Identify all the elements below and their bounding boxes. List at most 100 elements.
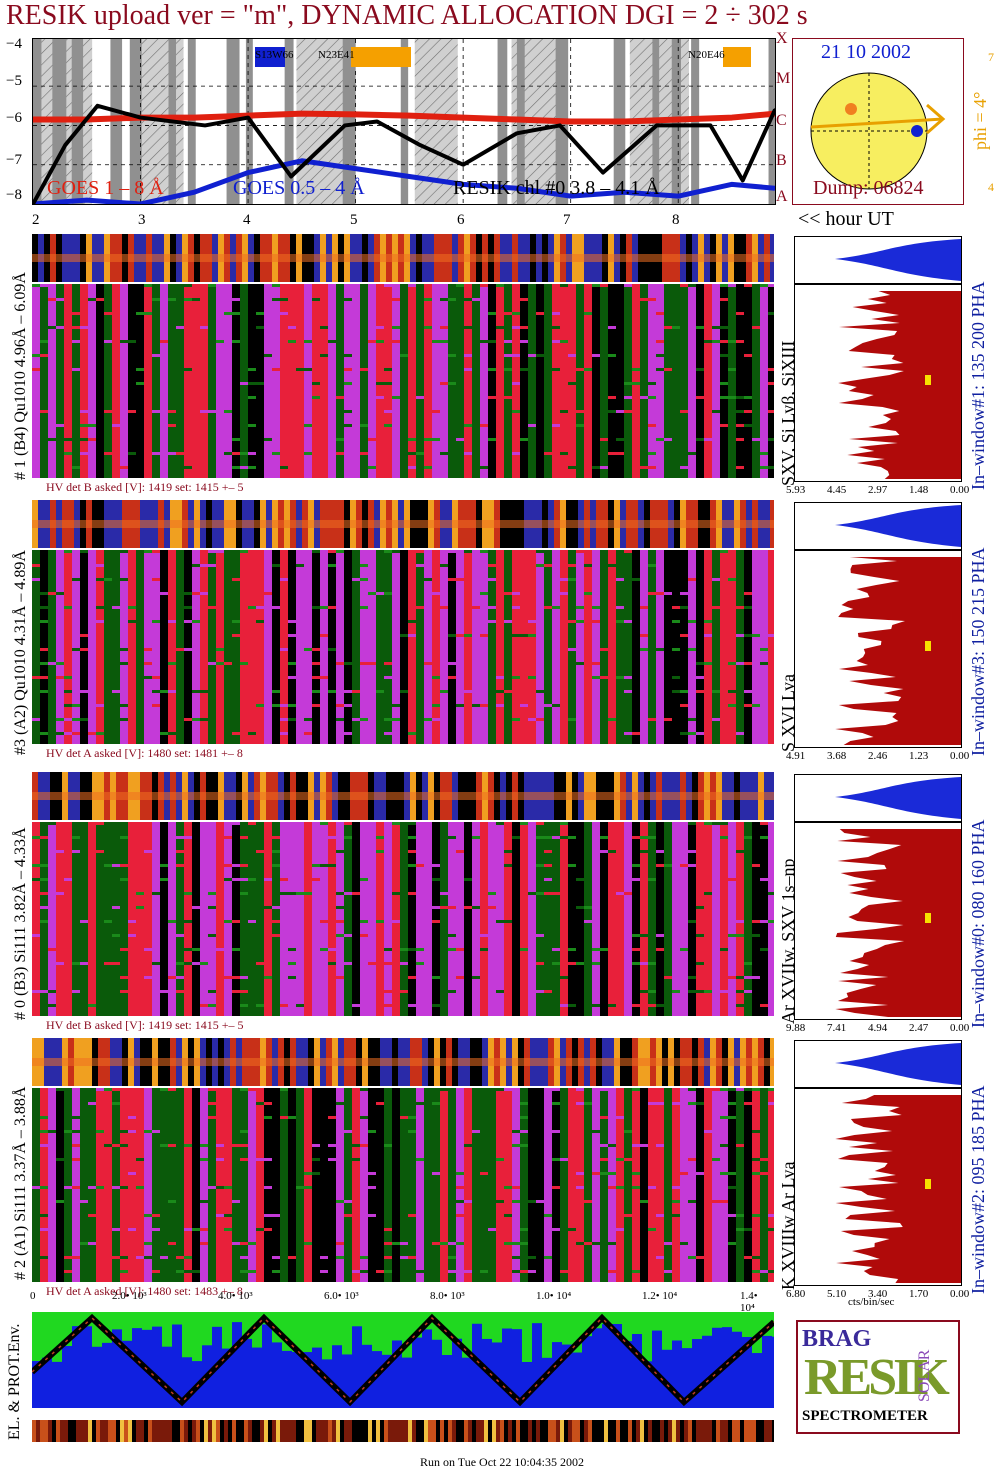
spec-streak	[384, 1256, 392, 1259]
channel-window-label: In–window#0: 080 160 PHA	[968, 819, 988, 1028]
spec-streak	[688, 1102, 696, 1105]
spec-streak	[128, 410, 136, 413]
spec-streak	[416, 550, 424, 553]
spec-streak	[688, 704, 696, 707]
spec-streak	[368, 312, 376, 315]
spec-streak	[528, 326, 536, 329]
strip-cell	[468, 1420, 472, 1442]
spec-streak	[656, 438, 664, 441]
spec-streak	[392, 368, 400, 371]
saa-bar	[342, 39, 356, 204]
spec-streak	[680, 634, 688, 637]
spec-column	[336, 284, 344, 478]
spec-streak	[464, 648, 472, 651]
spec-streak	[720, 1116, 728, 1119]
spec-column	[632, 550, 640, 744]
saa-bar	[129, 39, 142, 204]
spec-streak	[344, 892, 352, 895]
spec-streak	[376, 396, 384, 399]
spec-streak	[720, 1256, 728, 1259]
spec-streak	[312, 298, 320, 301]
spec-streak	[320, 634, 328, 637]
spec-streak	[368, 1214, 376, 1217]
strip-cell	[540, 1420, 544, 1442]
spec-streak	[176, 564, 184, 567]
spec-streak	[704, 990, 712, 993]
spec-streak	[712, 326, 720, 329]
x-tick: 4	[243, 212, 251, 228]
spec-column	[672, 550, 680, 744]
spec-column	[600, 1088, 608, 1282]
env-green-band	[322, 1312, 332, 1360]
spec-streak	[40, 410, 48, 413]
spec-streak	[416, 564, 424, 567]
spec-streak	[600, 1172, 608, 1175]
spec-streak	[200, 822, 208, 825]
spec-column	[752, 284, 760, 478]
strip-cell	[256, 1420, 260, 1442]
spec-column	[728, 1088, 736, 1282]
spec-streak	[504, 864, 512, 867]
spec-streak	[256, 1004, 264, 1007]
spec-streak	[512, 606, 520, 609]
spec-streak	[256, 312, 264, 315]
spec-column	[696, 822, 704, 1016]
spec-column	[168, 284, 176, 478]
spec-streak	[216, 466, 224, 469]
spec-streak	[600, 1102, 608, 1105]
hist-tick: 0.00	[950, 484, 970, 496]
spec-column	[656, 822, 664, 1016]
spec-streak	[552, 892, 560, 895]
spec-streak	[128, 634, 136, 637]
spec-streak	[288, 676, 296, 679]
spec-column	[408, 284, 416, 478]
spec-streak	[32, 354, 40, 357]
spec-column	[112, 284, 120, 478]
spec-streak	[328, 564, 336, 567]
strip-cell	[120, 1420, 124, 1442]
data-point	[289, 175, 293, 178]
spec-streak	[624, 620, 632, 623]
spec-column	[568, 284, 576, 478]
spec-streak	[504, 592, 512, 595]
spec-streak	[232, 732, 240, 735]
spec-streak	[768, 312, 774, 315]
spec-column	[264, 284, 272, 478]
spec-streak	[536, 690, 544, 693]
spec-streak	[712, 410, 720, 413]
spec-streak	[448, 1200, 456, 1203]
env-green-band	[612, 1312, 622, 1324]
spec-streak	[96, 822, 104, 825]
spec-streak	[128, 620, 136, 623]
spec-streak	[208, 934, 216, 937]
spec-streak	[488, 1088, 496, 1091]
strip-cell	[52, 1420, 56, 1442]
spec-column	[496, 822, 504, 1016]
spec-column	[32, 1088, 40, 1282]
data-point	[96, 104, 100, 108]
spec-streak	[728, 1242, 736, 1245]
spec-streak	[496, 920, 504, 923]
spec-streak	[720, 836, 728, 839]
channel-left-label: # 1 (B4) Qu1010 4.96Å – 6.09Å	[12, 272, 29, 480]
spec-streak	[680, 1102, 688, 1105]
spec-streak	[272, 920, 280, 923]
spec-column	[160, 550, 168, 744]
data-point	[300, 112, 304, 116]
strip-cell	[300, 1420, 304, 1442]
spec-streak	[664, 1270, 672, 1273]
spec-column	[656, 550, 664, 744]
spec-streak	[688, 1158, 696, 1161]
spec-streak	[392, 298, 400, 301]
spec-streak	[352, 550, 360, 553]
hist-top-shape	[835, 777, 961, 819]
spec-column	[720, 1088, 728, 1282]
spec-streak	[616, 1186, 624, 1189]
spec-streak	[240, 1144, 248, 1147]
spec-streak	[240, 648, 248, 651]
spec-streak	[640, 836, 648, 839]
spec-column	[336, 1088, 344, 1282]
spec-streak	[192, 962, 200, 965]
spec-streak	[208, 1004, 216, 1007]
spec-column	[688, 822, 696, 1016]
